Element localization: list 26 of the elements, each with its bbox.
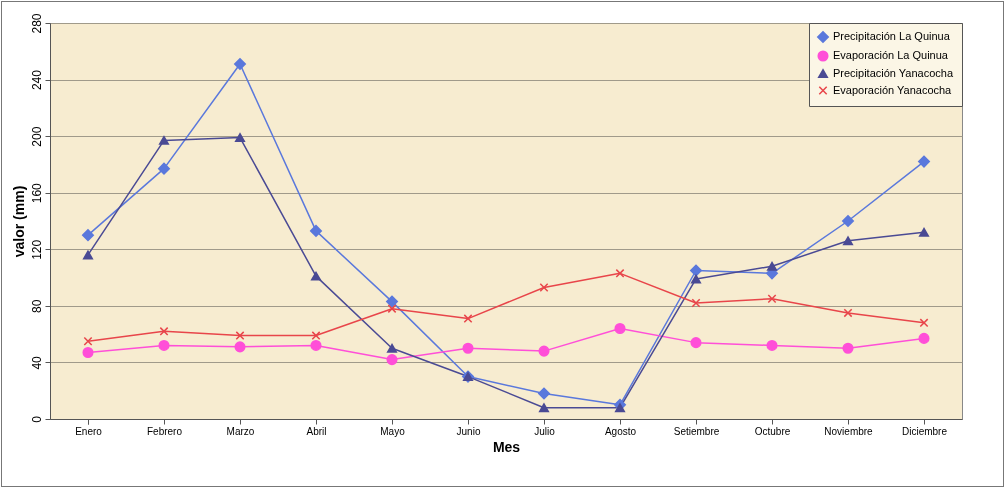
- x-tick-label: Setiembre: [673, 425, 720, 437]
- y-tick-label: 120: [29, 239, 44, 260]
- x-axis-title: Mes: [492, 438, 521, 455]
- legend-label: Evaporación La Quinua: [833, 49, 949, 61]
- y-axis-title: valor (mm): [10, 185, 27, 258]
- y-tick-label: 80: [29, 299, 44, 314]
- y-tick-label: 40: [29, 355, 44, 370]
- x-tick-label: Noviembre: [824, 425, 874, 437]
- x-tick-label: Diciembre: [901, 425, 948, 437]
- x-tick-label: Marzo: [226, 425, 255, 437]
- x-tick-label: Abril: [306, 425, 327, 437]
- y-tick-label: 280: [29, 13, 44, 34]
- x-tick-label: Enero: [75, 425, 103, 437]
- x-tick-label: Julio: [534, 425, 556, 437]
- y-tick-label: 160: [29, 182, 44, 204]
- legend-label: Precipitación La Quinua: [833, 30, 951, 42]
- y-tick-label: 200: [29, 126, 44, 147]
- x-tick-label: Febrero: [146, 425, 183, 437]
- x-tick-label: Agosto: [604, 425, 637, 437]
- x-tick-label: Junio: [456, 425, 481, 437]
- x-tick-label: Octubre: [754, 425, 791, 437]
- y-tick-label: 0: [29, 415, 44, 423]
- x-tick-label: Mayo: [380, 425, 406, 437]
- y-tick-label: 240: [29, 69, 44, 91]
- legend-label: Precipitación Yanacocha: [833, 66, 954, 79]
- legend-label: Evaporación Yanacocha: [833, 83, 953, 96]
